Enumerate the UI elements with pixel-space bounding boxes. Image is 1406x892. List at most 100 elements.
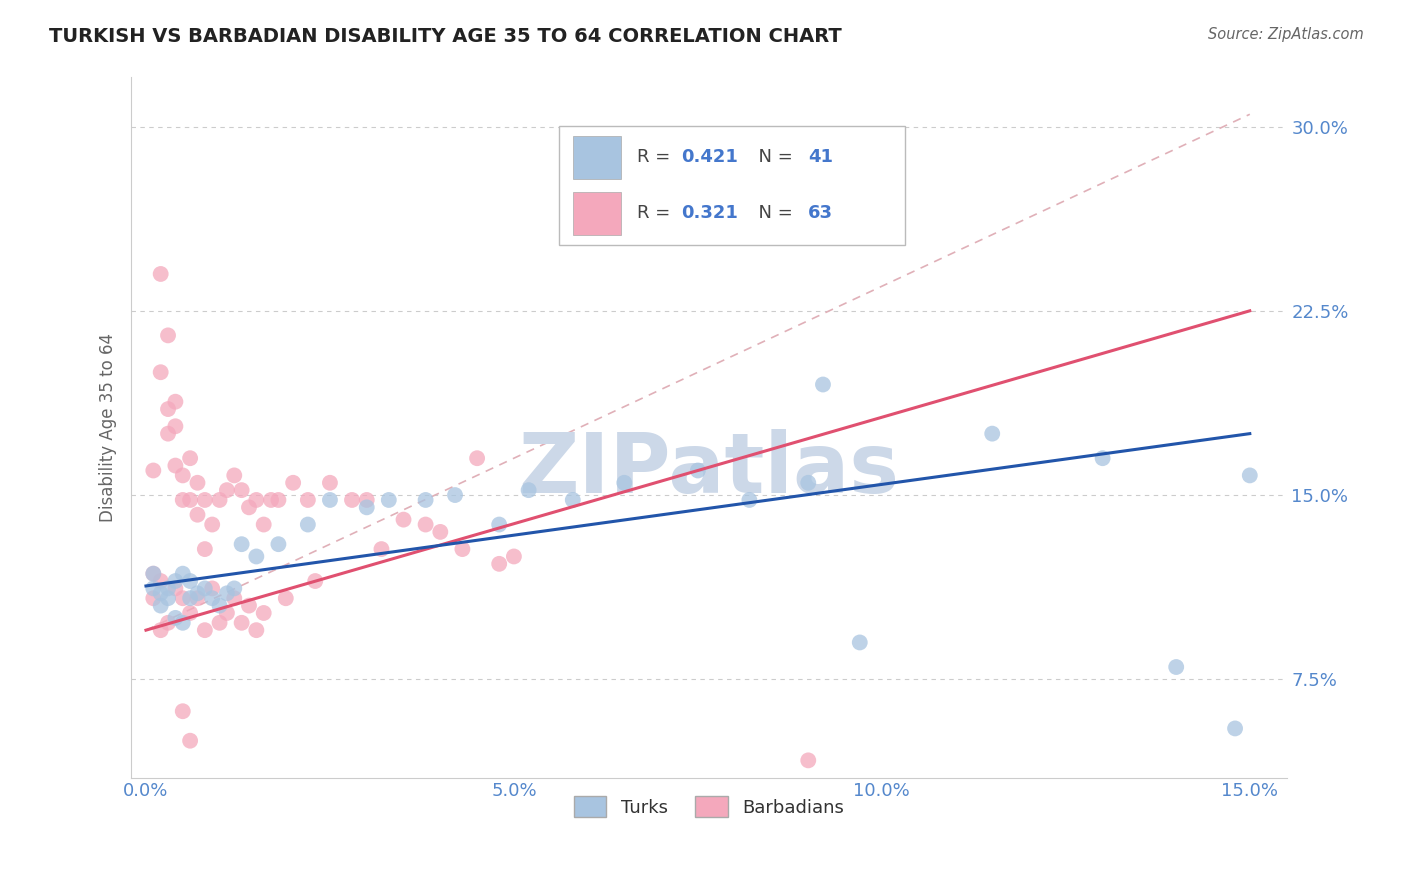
Point: [172, 615, 194, 630]
Point: [172, 704, 194, 718]
Point: [172, 468, 194, 483]
Point: [142, 463, 165, 477]
Point: [208, 615, 231, 630]
Point: [194, 542, 217, 557]
Point: [238, 599, 260, 613]
Point: [488, 557, 510, 571]
Point: [215, 606, 238, 620]
Point: [142, 566, 165, 581]
Point: [165, 582, 187, 596]
Point: [149, 574, 172, 588]
Point: [172, 591, 194, 606]
Text: 41: 41: [808, 148, 834, 166]
Text: 0.421: 0.421: [681, 148, 738, 166]
Point: [797, 475, 820, 490]
Point: [149, 586, 172, 600]
Point: [356, 500, 378, 515]
Point: [186, 508, 208, 522]
Point: [981, 426, 1004, 441]
Point: [179, 574, 201, 588]
Point: [281, 475, 304, 490]
Point: [231, 615, 253, 630]
Point: [165, 419, 187, 434]
Point: [179, 493, 201, 508]
Point: [157, 402, 180, 417]
Point: [245, 623, 267, 637]
Bar: [572, 136, 621, 179]
Text: Source: ZipAtlas.com: Source: ZipAtlas.com: [1208, 27, 1364, 42]
Point: [186, 586, 208, 600]
Point: [149, 599, 172, 613]
Point: [297, 493, 319, 508]
Point: [157, 426, 180, 441]
Point: [172, 493, 194, 508]
Text: TURKISH VS BARBADIAN DISABILITY AGE 35 TO 64 CORRELATION CHART: TURKISH VS BARBADIAN DISABILITY AGE 35 T…: [49, 27, 842, 45]
Point: [274, 591, 297, 606]
Point: [297, 517, 319, 532]
Point: [157, 615, 180, 630]
Point: [231, 483, 253, 497]
Point: [157, 591, 180, 606]
Point: [849, 635, 872, 649]
Point: [267, 493, 290, 508]
Text: R =: R =: [637, 148, 676, 166]
Point: [319, 475, 342, 490]
Point: [224, 582, 246, 596]
Point: [1166, 660, 1188, 674]
Point: [231, 537, 253, 551]
Point: [165, 394, 187, 409]
Point: [142, 582, 165, 596]
Point: [149, 623, 172, 637]
Point: [165, 458, 187, 473]
Point: [1091, 451, 1114, 466]
Point: [561, 493, 583, 508]
Point: [451, 542, 474, 557]
Point: [157, 328, 180, 343]
Bar: [572, 192, 621, 235]
Point: [224, 468, 246, 483]
Text: N =: N =: [747, 204, 799, 222]
Point: [340, 493, 363, 508]
Point: [172, 566, 194, 581]
Point: [186, 591, 208, 606]
Point: [319, 493, 342, 508]
Point: [429, 524, 451, 539]
Point: [415, 493, 437, 508]
Point: [1239, 468, 1261, 483]
Point: [201, 517, 224, 532]
Point: [179, 733, 201, 747]
Point: [686, 463, 709, 477]
Point: [142, 566, 165, 581]
Point: [224, 591, 246, 606]
Point: [488, 517, 510, 532]
Point: [1223, 722, 1246, 736]
Point: [378, 493, 401, 508]
Point: [267, 537, 290, 551]
Point: [215, 586, 238, 600]
Point: [392, 513, 415, 527]
Text: ZIPatlas: ZIPatlas: [519, 429, 900, 510]
Point: [245, 493, 267, 508]
Point: [179, 606, 201, 620]
Point: [444, 488, 467, 502]
Point: [517, 483, 540, 497]
Point: [149, 267, 172, 281]
Point: [503, 549, 526, 564]
Point: [157, 582, 180, 596]
Text: N =: N =: [747, 148, 799, 166]
Point: [165, 574, 187, 588]
Point: [356, 493, 378, 508]
Point: [253, 517, 276, 532]
Point: [253, 606, 276, 620]
Point: [613, 475, 636, 490]
Point: [179, 451, 201, 466]
Point: [194, 582, 217, 596]
Point: [208, 493, 231, 508]
Point: [149, 365, 172, 379]
Point: [165, 611, 187, 625]
Point: [201, 591, 224, 606]
Point: [260, 493, 283, 508]
Point: [304, 574, 326, 588]
Point: [194, 623, 217, 637]
Point: [245, 549, 267, 564]
